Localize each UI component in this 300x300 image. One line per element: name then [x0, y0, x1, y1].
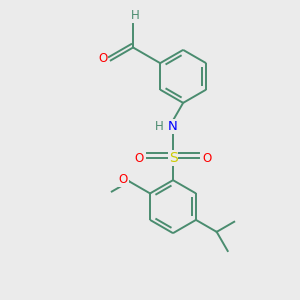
- Text: H: H: [154, 120, 164, 133]
- Text: O: O: [118, 173, 128, 186]
- Text: S: S: [169, 151, 177, 165]
- Text: O: O: [202, 152, 212, 165]
- Text: H: H: [130, 9, 139, 22]
- Text: O: O: [134, 152, 144, 165]
- Text: O: O: [98, 52, 107, 65]
- Text: N: N: [168, 120, 178, 133]
